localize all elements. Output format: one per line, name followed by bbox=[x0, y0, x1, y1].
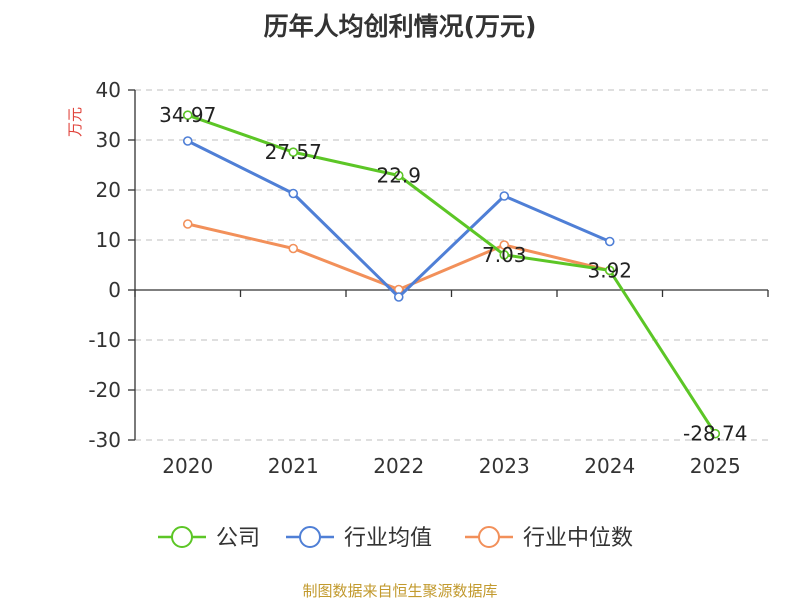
data-point bbox=[499, 191, 510, 201]
legend-item[interactable]: 行业中位数 bbox=[465, 526, 633, 551]
y-tick-label: -30 bbox=[88, 428, 121, 452]
grid-lines bbox=[135, 89, 768, 441]
legend-label: 行业均值 bbox=[344, 526, 432, 551]
legend-marker-icon bbox=[478, 526, 500, 548]
data-point bbox=[393, 292, 404, 302]
data-labels: 34.97 27.57 22.9 7.03 3.92 -28.74 bbox=[159, 103, 747, 446]
y-tick-label: -10 bbox=[88, 328, 121, 352]
y-tick-label: 20 bbox=[96, 178, 121, 202]
y-tick-label: 10 bbox=[96, 228, 121, 252]
x-tick-label: 2024 bbox=[584, 454, 635, 478]
y-tick-label: 0 bbox=[108, 278, 121, 302]
y-axis-label: 万元 bbox=[66, 107, 84, 137]
y-tick-label: 40 bbox=[96, 78, 121, 102]
data-point bbox=[393, 170, 404, 181]
legend-marker-icon bbox=[171, 526, 193, 548]
axes: 40 30 20 10 0 -10 -20 -30 2020 2021 2022 2023 2024 20… bbox=[88, 78, 769, 478]
legend-label: 公司 bbox=[216, 526, 260, 551]
data-label: -28.74 bbox=[683, 422, 747, 446]
y-tick-label: 30 bbox=[96, 128, 121, 152]
data-point bbox=[182, 136, 193, 146]
legend-item[interactable]: 行业均值 bbox=[286, 526, 432, 551]
data-label: 7.03 bbox=[482, 243, 527, 267]
data-label: 22.9 bbox=[376, 164, 421, 188]
data-point bbox=[182, 219, 193, 229]
x-tick-label: 2023 bbox=[479, 454, 530, 478]
data-point bbox=[288, 147, 299, 157]
x-tick-label: 2025 bbox=[690, 454, 741, 478]
data-label: 34.97 bbox=[159, 103, 216, 127]
series-line bbox=[187, 222, 611, 291]
y-tick-label: -20 bbox=[88, 378, 121, 402]
legend[interactable]: 公司 行业均值 行业中位数 bbox=[158, 526, 633, 551]
data-point bbox=[499, 250, 510, 260]
data-point bbox=[288, 243, 299, 254]
data-point bbox=[182, 110, 193, 120]
x-tick-label: 2020 bbox=[162, 454, 213, 478]
series-line bbox=[187, 113, 717, 435]
legend-item[interactable]: 公司 bbox=[158, 526, 260, 551]
data-point bbox=[604, 265, 615, 276]
data-label: 27.57 bbox=[265, 140, 322, 164]
source-note: 制图数据来自恒生聚源数据库 bbox=[302, 582, 497, 600]
legend-marker-icon bbox=[299, 526, 321, 548]
data-point bbox=[499, 240, 510, 250]
data-point bbox=[710, 428, 721, 439]
data-point bbox=[604, 236, 615, 247]
x-tick-label: 2022 bbox=[373, 454, 424, 478]
x-tick-label: 2021 bbox=[268, 454, 319, 478]
data-label: 3.92 bbox=[587, 258, 632, 282]
chart-title: 历年人均创利情况(万元) bbox=[264, 12, 537, 41]
series-layer bbox=[182, 110, 721, 439]
data-point bbox=[288, 188, 299, 199]
legend-label: 行业中位数 bbox=[523, 526, 633, 551]
